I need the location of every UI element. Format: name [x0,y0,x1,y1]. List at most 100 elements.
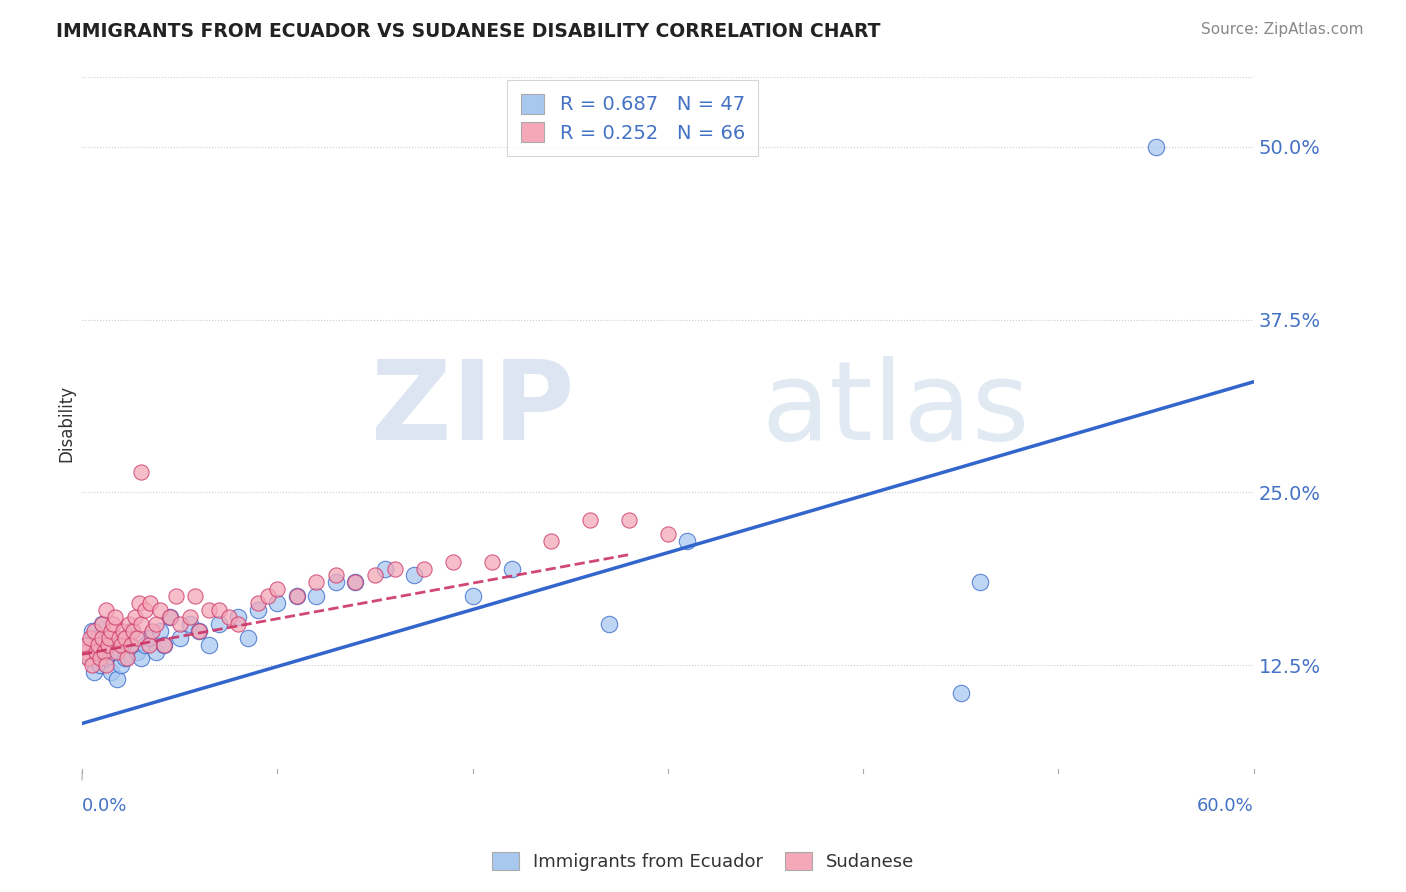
Point [103,644,125,658]
Point [461,589,484,603]
Point [540,533,562,548]
Point [184,589,207,603]
Point [169,631,191,645]
Point [129,651,152,665]
Point [103,616,125,631]
Point [79,651,101,665]
Point [118,616,141,631]
Point [98,631,121,645]
Point [87,631,110,645]
Point [285,589,308,603]
Point [218,610,240,624]
Point [100,665,122,680]
Text: IMMIGRANTS FROM ECUADOR VS SUDANESE DISABILITY CORRELATION CHART: IMMIGRANTS FROM ECUADOR VS SUDANESE DISA… [56,22,880,41]
Point [115,651,138,665]
Point [122,624,145,638]
Point [90,631,112,645]
Point [412,561,434,575]
Point [124,610,146,624]
Point [134,603,156,617]
Point [125,631,148,645]
Point [145,616,167,631]
Point [1144,139,1167,153]
Point [198,603,221,617]
Point [79,631,101,645]
Point [96,638,118,652]
Point [153,638,176,652]
Point [374,561,396,575]
Point [364,568,387,582]
Legend: R = 0.687   N = 47, R = 0.252   N = 66: R = 0.687 N = 47, R = 0.252 N = 66 [508,80,758,156]
Point [134,638,156,652]
Point [165,589,187,603]
Point [179,610,201,624]
Point [266,582,288,597]
Point [598,616,620,631]
Point [246,596,269,610]
Point [149,603,172,617]
Point [129,465,152,479]
Point [90,616,112,631]
Point [188,624,211,638]
Point [169,616,191,631]
Point [80,624,103,638]
Point [120,638,142,652]
Point [325,575,347,590]
Point [617,513,640,527]
Point [285,589,308,603]
Point [114,651,136,665]
Point [578,513,600,527]
Point [138,638,160,652]
Point [77,638,100,652]
Legend: Immigrants from Ecuador, Sudanese: Immigrants from Ecuador, Sudanese [484,845,922,879]
Point [305,589,328,603]
Point [179,616,201,631]
Point [404,568,426,582]
Point [110,658,132,673]
Text: atlas: atlas [762,356,1031,463]
Point [145,644,167,658]
Point [84,644,107,658]
Point [325,568,347,582]
Point [104,610,127,624]
Point [384,561,406,575]
Text: 60.0%: 60.0% [1197,797,1254,814]
Point [139,631,162,645]
Text: Source: ZipAtlas.com: Source: ZipAtlas.com [1201,22,1364,37]
Point [129,616,152,631]
Point [128,596,150,610]
Point [481,555,503,569]
Point [969,575,991,590]
Point [125,644,148,658]
Point [266,596,288,610]
Point [105,644,128,658]
Point [501,561,523,575]
Point [141,624,163,638]
Point [159,610,181,624]
Point [84,644,107,658]
Point [236,631,259,645]
Point [228,616,250,631]
Y-axis label: Disability: Disability [58,384,75,462]
Point [120,624,142,638]
Point [246,603,269,617]
Point [75,638,97,652]
Point [114,631,136,645]
Point [657,527,679,541]
Point [118,638,141,652]
Point [93,644,115,658]
Point [73,644,96,658]
Point [89,651,111,665]
Point [89,658,111,673]
Point [949,686,972,700]
Point [100,624,122,638]
Point [90,616,112,631]
Point [83,665,105,680]
Text: 0.0%: 0.0% [82,797,128,814]
Point [94,603,117,617]
Point [676,533,699,548]
Point [149,624,172,638]
Point [305,575,328,590]
Point [344,575,367,590]
Point [441,555,464,569]
